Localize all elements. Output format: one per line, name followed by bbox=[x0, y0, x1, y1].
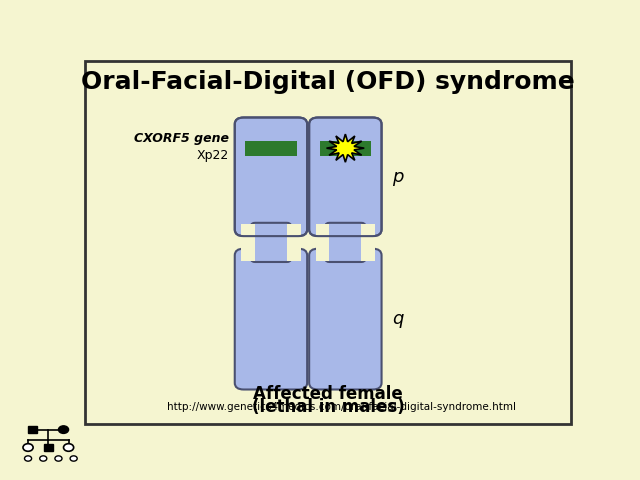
FancyBboxPatch shape bbox=[251, 223, 291, 262]
Circle shape bbox=[40, 456, 47, 461]
Bar bbox=[28, 426, 37, 433]
Text: Affected female: Affected female bbox=[253, 384, 403, 403]
FancyBboxPatch shape bbox=[235, 118, 307, 236]
Bar bbox=[44, 444, 53, 451]
Circle shape bbox=[24, 456, 31, 461]
Text: p: p bbox=[392, 168, 404, 186]
FancyBboxPatch shape bbox=[235, 249, 307, 389]
Text: http://www.genetics4medics.com/oral-facial-digital-syndrome.html: http://www.genetics4medics.com/oral-faci… bbox=[167, 402, 516, 412]
FancyBboxPatch shape bbox=[309, 249, 381, 389]
Circle shape bbox=[70, 456, 77, 461]
FancyBboxPatch shape bbox=[316, 224, 330, 261]
Text: CXORF5 gene: CXORF5 gene bbox=[134, 132, 229, 145]
Bar bbox=[245, 141, 297, 156]
FancyBboxPatch shape bbox=[309, 118, 381, 236]
Text: Xp22: Xp22 bbox=[196, 149, 229, 162]
FancyBboxPatch shape bbox=[241, 224, 255, 261]
Circle shape bbox=[58, 426, 68, 433]
Circle shape bbox=[63, 444, 74, 451]
Bar bbox=[319, 141, 371, 156]
FancyBboxPatch shape bbox=[287, 224, 301, 261]
Text: (lethal in males): (lethal in males) bbox=[252, 398, 404, 416]
Polygon shape bbox=[326, 134, 364, 162]
FancyBboxPatch shape bbox=[326, 223, 365, 262]
Text: q: q bbox=[392, 310, 404, 328]
Text: Oral-Facial-Digital (OFD) syndrome: Oral-Facial-Digital (OFD) syndrome bbox=[81, 70, 575, 94]
FancyBboxPatch shape bbox=[361, 224, 375, 261]
Circle shape bbox=[23, 444, 33, 451]
Circle shape bbox=[55, 456, 62, 461]
